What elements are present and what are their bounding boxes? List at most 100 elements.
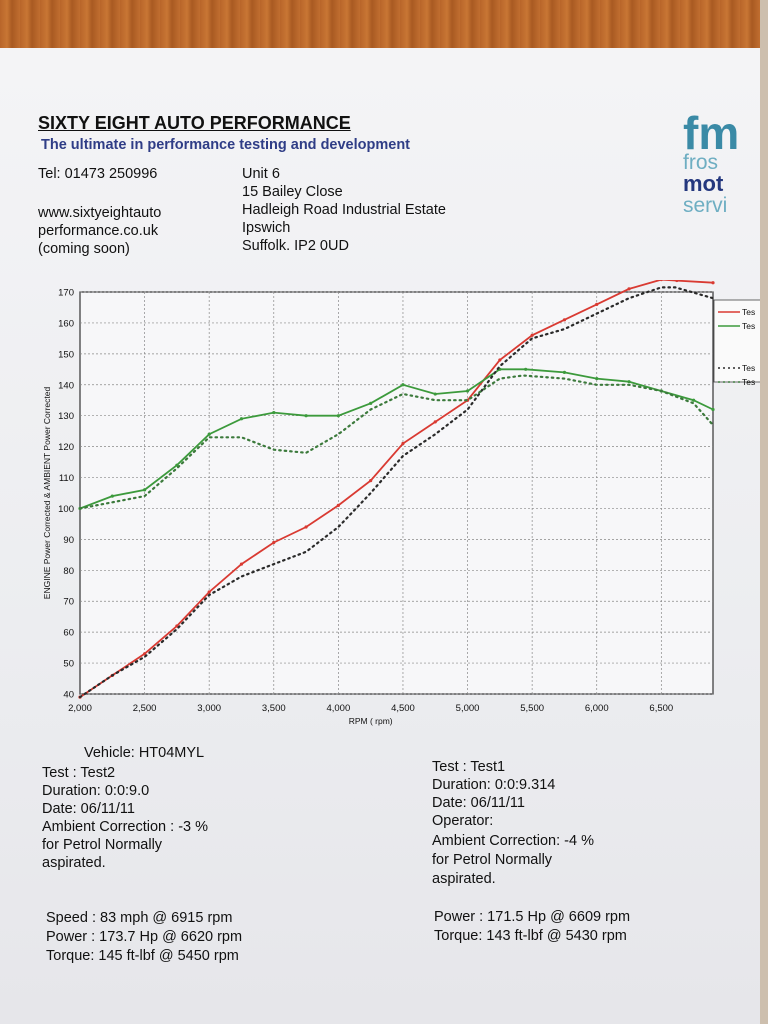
series-point-1 [336,414,340,418]
test1-petrol-note: for Petrol Normally [432,852,553,868]
series-point-1 [711,407,715,412]
address-line-4: Ipswich [242,220,291,236]
series-point-1 [595,376,599,381]
x-axis-label: RPM ( rpm) [349,716,393,726]
series-point-1 [239,417,244,421]
legend-label-1: Tes [742,321,755,331]
company-name: SIXTY EIGHT AUTO PERFORMANCE [38,113,351,133]
x-tick-label: 5,500 [520,703,544,714]
y-tick-label: 150 [58,349,74,360]
address-line-3: Hadleigh Road Industrial Estate [242,202,446,218]
address-line-1: Unit 6 [242,166,280,182]
y-tick-label: 70 [63,597,74,608]
address-line-2: 15 Bailey Close [242,184,343,200]
series-point-1 [207,432,211,436]
legend-label-0: Tes [742,307,755,317]
series-point-0 [401,441,405,446]
logo-mark: fm [683,107,740,159]
test1-power: Power : 171.5 Hp @ 6609 rpm [434,909,631,925]
y-tick-label: 160 [58,318,74,329]
y-tick-label: 110 [59,473,74,484]
website-line-1: www.sixtyeightauto [38,205,162,221]
test1-torque: Torque: 143 ft-lbf @ 5430 rpm [434,928,627,944]
x-tick-label: 2,000 [68,703,92,714]
website-line-3: (coming soon) [38,241,130,257]
test2-name: Test : Test2 [42,765,116,781]
y-tick-label: 50 [63,659,74,670]
legend-label-3: Tes [742,377,755,387]
series-point-0 [142,652,147,656]
series-point-1 [433,392,437,396]
series-point-0 [595,302,599,306]
series-point-0 [304,525,308,529]
test2-duration: Duration: 0:0:9.0 [42,783,150,799]
test1-name: Test : Test1 [432,759,506,775]
test1-ambient-correction: Ambient Correction: -4 % [432,833,594,849]
series-point-0 [627,287,631,291]
series-point-0 [207,590,211,594]
series-point-0 [272,540,276,545]
paper-edge-shadow [760,0,768,1024]
series-point-0 [659,280,663,282]
test2-speed: Speed : 83 mph @ 6915 rpm [46,910,233,926]
x-tick-label: 5,000 [456,703,480,714]
series-point-1 [692,398,696,402]
vehicle-id: Vehicle: HT04MYL [84,745,205,761]
test2-aspirated: aspirated. [42,855,106,871]
legend-label-2: Tes [742,363,755,373]
series-point-0 [562,318,567,322]
series-line-3 [78,374,715,510]
test1-operator: Operator: [432,813,494,829]
y-tick-label: 140 [58,380,74,391]
legend-box [713,299,760,383]
series-point-0 [336,503,340,507]
test2-petrol-note: for Petrol Normally [42,837,163,853]
logo-line-1: fros [683,151,719,174]
series-point-1 [524,367,528,371]
company-tagline: The ultimate in performance testing and … [41,137,411,153]
x-tick-label: 3,500 [262,703,286,714]
test1-aspirated: aspirated. [432,871,496,887]
address-line-5: Suffolk. IP2 0UD [242,238,349,254]
series-point-0 [530,333,534,337]
series-point-0 [498,358,502,362]
series-point-0 [433,420,437,424]
test2-ambient-correction: Ambient Correction : -3 % [42,819,209,835]
y-tick-label: 40 [63,690,74,701]
y-tick-label: 90 [63,535,74,546]
series-point-0 [369,479,373,483]
y-tick-label: 80 [63,566,74,577]
x-tick-label: 3,000 [197,703,221,714]
series-point-1 [304,414,308,418]
telephone: Tel: 01473 250996 [38,166,158,182]
series-point-1 [562,370,567,374]
logo-line-3: servi [683,194,728,217]
x-tick-label: 6,000 [585,703,609,714]
x-tick-label: 6,500 [649,703,673,714]
dyno-chart: 2,000 2,500 3,000 3,500 4,000 4,500 5,000 5,500… [42,280,760,726]
y-axis-label: ENGINE Power Corrected & AMBIENT Power C… [42,387,52,600]
x-tick-label: 2,500 [133,703,157,714]
y-tick-label: 100 [58,504,74,515]
series-point-0 [675,280,679,283]
logo-line-2: mot [683,171,724,196]
series-point-0 [711,281,715,285]
test2-power: Power : 173.7 Hp @ 6620 rpm [46,929,243,945]
series-point-1 [465,389,470,393]
plot-area [79,291,714,695]
test2-date: Date: 06/11/11 [42,801,135,817]
series-point-1 [401,383,405,387]
series-line-2 [78,286,715,699]
x-tick-label: 4,000 [326,703,350,714]
y-tick-label: 60 [63,628,74,639]
series-point-1 [142,488,147,492]
x-tick-label: 4,500 [391,703,415,714]
series-point-1 [272,411,276,415]
series-point-0 [239,562,244,566]
test1-duration: Duration: 0:0:9.314 [432,777,556,793]
series-point-1 [369,401,373,405]
y-tick-label: 120 [58,442,74,453]
series-point-1 [627,380,631,384]
y-tick-label: 170 [58,288,74,299]
test1-date: Date: 06/11/11 [432,795,525,811]
